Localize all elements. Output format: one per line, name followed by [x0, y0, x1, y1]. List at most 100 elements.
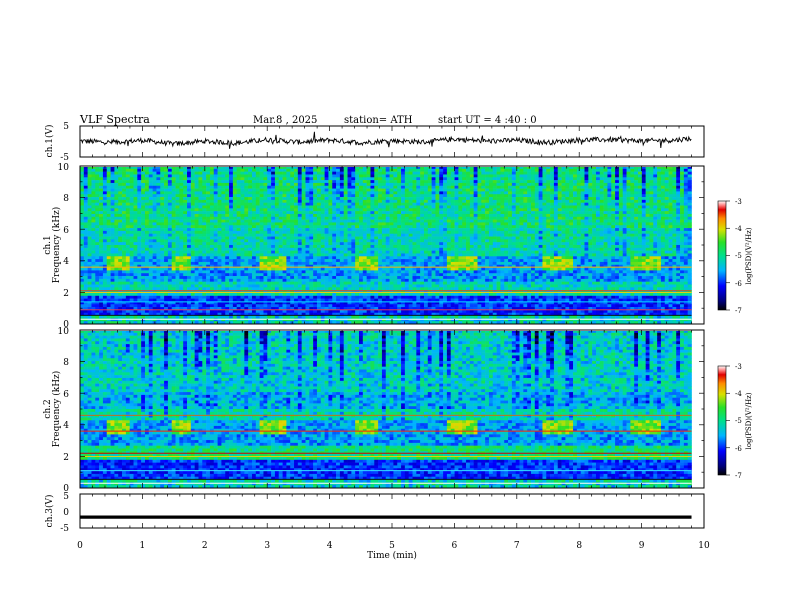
spectrogram-cell [366, 318, 371, 322]
spectrogram-cell [271, 276, 276, 280]
spectrogram-cell [144, 168, 150, 172]
spectrogram-cell [122, 278, 127, 282]
spectrogram-cell [125, 318, 130, 322]
spectrogram-cell [202, 197, 207, 201]
spectrogram-cell [328, 307, 333, 311]
spectrogram-cell [229, 307, 234, 311]
spectrogram-cell [209, 301, 215, 305]
spectrogram-cell [209, 278, 215, 282]
spectrogram-cell [95, 205, 100, 209]
spectrogram-cell [389, 292, 394, 297]
spectrogram-cell [397, 185, 402, 189]
spectrogram-cell [347, 245, 352, 249]
spectrogram-cell [236, 188, 241, 192]
spectrogram-cell [324, 301, 329, 305]
spectrogram-cell [282, 256, 287, 260]
spectrogram-cell [179, 225, 184, 229]
spectrogram-cell [95, 202, 100, 206]
spectrogram-cell [171, 256, 176, 260]
spectrogram-cell [202, 278, 207, 282]
spectrogram-cell [282, 276, 287, 280]
spectrogram-cell [144, 211, 150, 215]
spectrogram-cell [91, 182, 96, 187]
spectrogram-cell [313, 239, 318, 243]
spectrogram-cell [301, 222, 306, 226]
spectrogram-cell [263, 284, 268, 288]
spectrogram-cell [359, 247, 364, 251]
spectrogram-cell [290, 290, 295, 294]
spectrogram-cell [290, 256, 295, 260]
spectrogram-cell [263, 276, 268, 280]
spectrogram-cell [236, 222, 241, 226]
spectrogram-cell [313, 199, 318, 203]
spectrogram-cell [141, 202, 146, 206]
spectrogram-cell [110, 278, 115, 282]
spectrogram-cell [175, 318, 180, 322]
spectrogram-cell [225, 261, 230, 266]
spectrogram-cell [401, 264, 406, 268]
spectrogram-cell [133, 267, 138, 271]
spectrogram-cell [267, 309, 272, 314]
spectrogram-cell [297, 312, 302, 316]
spectrogram-cell [274, 304, 280, 308]
spectrogram-cell [362, 304, 367, 308]
spectrogram-cell [137, 205, 142, 209]
spectrogram-cell [271, 321, 276, 324]
spectrogram-cell [332, 304, 337, 308]
spectrogram-cell [232, 222, 237, 226]
spectrogram-cell [229, 236, 234, 240]
spectrogram-cell [374, 301, 379, 305]
spectrogram-cell [175, 298, 180, 302]
spectrogram-cell [290, 180, 295, 184]
spectrogram-cell [336, 197, 341, 201]
spectrogram-cell [167, 213, 173, 218]
spectrogram-cell [102, 202, 108, 206]
spectrogram-cell [133, 287, 138, 291]
spectrogram-cell [366, 264, 371, 268]
spectrogram-cell [378, 259, 383, 263]
spectrogram-cell [255, 168, 260, 172]
spectrogram-cell [355, 284, 360, 288]
spectrogram-cell [125, 298, 130, 302]
spectrogram-cell [156, 188, 161, 192]
spectrogram-cell [355, 213, 360, 218]
spectrogram-cell [95, 230, 100, 235]
spectrogram-cell [164, 264, 169, 268]
spectrogram-cell [290, 236, 295, 240]
spectrogram-cell [175, 239, 180, 243]
spectrogram-cell [213, 273, 218, 277]
spectrogram-cell [374, 168, 379, 172]
spectrogram-cell [198, 264, 203, 268]
spectrogram-cell [148, 208, 153, 212]
spectrogram-cell [374, 312, 379, 316]
spectrogram-cell [80, 284, 85, 288]
spectrogram-cell [221, 213, 226, 218]
spectrogram-cell [370, 298, 375, 302]
spectrogram-cell [80, 295, 85, 299]
spectrogram-cell [99, 197, 104, 201]
spectrogram-cell [198, 256, 203, 260]
spectrogram-cell [141, 171, 146, 175]
spectrogram-cell [259, 213, 264, 218]
spectrogram-cell [164, 208, 169, 212]
spectrogram-cell [404, 180, 409, 184]
spectrogram-cell [102, 233, 108, 237]
spectrogram-cell [213, 292, 218, 297]
spectrogram-cell [267, 222, 272, 226]
spectrogram-cell [187, 292, 192, 297]
spectrogram-cell [229, 180, 234, 184]
spectrogram-cell [209, 174, 215, 178]
spectrogram-cell [141, 245, 146, 249]
spectrogram-cell [351, 247, 356, 251]
spectrogram-cell [359, 318, 364, 322]
spectrogram-cell [221, 211, 226, 215]
spectrogram-cell [324, 233, 329, 237]
spectrogram-cell [336, 250, 341, 254]
spectrogram-cell [274, 185, 280, 189]
spectrogram-cell [282, 228, 287, 232]
spectrogram-cell [198, 197, 203, 201]
spectrogram-cell [156, 273, 161, 277]
spectrogram-cell [263, 295, 268, 299]
spectrogram-cell [141, 292, 146, 297]
spectrogram-cell [160, 230, 165, 235]
